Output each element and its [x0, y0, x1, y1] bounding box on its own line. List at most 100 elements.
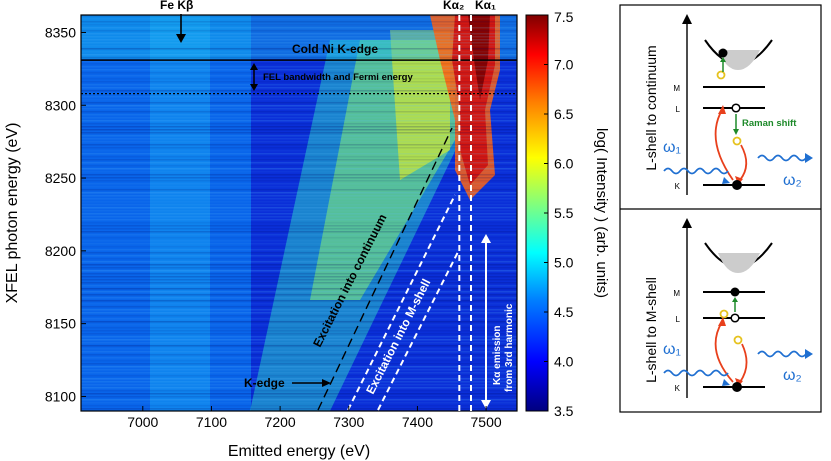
- heatmap-streak: [81, 339, 517, 341]
- heatmap-streak: [81, 381, 517, 383]
- diagram1-emitted-photon: [757, 154, 807, 162]
- diagram1-red-arrow-up: [714, 109, 734, 181]
- diagram2-omega2: ω₂: [783, 367, 802, 384]
- heatmap-streak: [81, 48, 517, 50]
- diagram1-k-electron: [732, 180, 742, 190]
- heatmap-streak: [81, 261, 517, 263]
- harmonic-arrow-down: [481, 400, 491, 409]
- cold-ni-k-edge-label: Cold Ni K-edge: [292, 42, 378, 56]
- heatmap-streak: [81, 402, 517, 404]
- heatmap-streak: [81, 387, 517, 389]
- fe-kbeta-label: Fe Kβ: [160, 0, 193, 12]
- heatmap-streak: [81, 150, 517, 152]
- diagram2-k-electron: [732, 382, 742, 392]
- heatmap-streak: [81, 213, 517, 215]
- colorbar-tick-label: 7.0: [554, 57, 574, 73]
- diagram2-axis-arrow: [682, 218, 692, 228]
- heatmap-streak: [81, 348, 517, 350]
- heatmap-streak: [81, 333, 517, 335]
- diagram2-l-hole: [730, 313, 740, 323]
- x-tick-label: 7500: [471, 414, 502, 430]
- heatmap-streak: [81, 78, 517, 80]
- heatmap-streak: [81, 66, 517, 68]
- heatmap-streak: [81, 141, 517, 143]
- heatmap-streak: [81, 303, 517, 305]
- heatmap-streak: [81, 270, 517, 272]
- heatmap-streak: [81, 132, 517, 134]
- diagram2-emitted-photon: [757, 350, 807, 358]
- heatmap-streak: [81, 318, 517, 320]
- diagram2-incident-photon: [663, 369, 729, 377]
- diagram2-yellow-hole-mid: [733, 335, 743, 345]
- heatmap-streak: [81, 321, 517, 323]
- heatmap-streak: [81, 360, 517, 362]
- heatmap-streak: [81, 102, 517, 104]
- heatmap-streak: [81, 123, 517, 125]
- diagram1-l-hole: [731, 103, 741, 113]
- heatmap-streak: [81, 273, 517, 275]
- heatmap-streak: [81, 15, 517, 17]
- heatmap-streak: [81, 39, 517, 41]
- diagram2-red-arrow-up-head: [718, 317, 726, 326]
- heatmap-streak: [81, 291, 517, 293]
- heatmap-streak: [81, 108, 517, 110]
- heatmap-streak: [81, 375, 517, 377]
- heatmap-streak: [81, 111, 517, 113]
- diagram1-axis-arrow: [682, 14, 692, 24]
- diagram1-omega2: ω₂: [783, 172, 802, 189]
- heatmap-streak: [81, 393, 517, 395]
- k-edge-diagonal-line: [317, 127, 453, 411]
- heatmap-streak: [81, 336, 517, 338]
- fel-arrow-down: [250, 84, 258, 91]
- heatmap-streak: [81, 390, 517, 392]
- heatmap-streak: [81, 30, 517, 32]
- heatmap-streak: [81, 51, 517, 53]
- y-tick-label: 8150: [45, 316, 76, 332]
- heatmap-streak: [81, 285, 517, 287]
- heatmap-streak: [81, 177, 517, 179]
- heatmap-streak: [81, 255, 517, 257]
- heatmap-streak: [81, 351, 517, 353]
- diagram1-green-arrow-down-head: [733, 129, 739, 135]
- heatmap-streaks: [81, 15, 517, 410]
- x-tick-label: 7100: [196, 414, 227, 430]
- diagram1-yellow-hole-top: [716, 70, 726, 80]
- heatmap-streak: [81, 366, 517, 368]
- heatmap-streak: [81, 345, 517, 347]
- diagram2-omega1: ω₁: [663, 341, 681, 358]
- colorbar-tick-label: 4.0: [554, 354, 574, 370]
- heatmap-streak: [81, 186, 517, 188]
- heatmap-streak: [81, 33, 517, 35]
- heatmap-streak: [81, 372, 517, 374]
- heatmap-ka-darkred: [468, 15, 490, 100]
- heatmap-streak: [81, 147, 517, 149]
- x-axis-label: Emitted energy (eV): [228, 443, 370, 460]
- heatmap-streak: [81, 306, 517, 308]
- heatmap-streak: [81, 87, 517, 89]
- diagram2-band-fill: [718, 253, 760, 273]
- heatmap-streak: [81, 405, 517, 407]
- heatmap-streak: [81, 243, 517, 245]
- heatmap-streak: [81, 165, 517, 167]
- heatmap-streak: [81, 231, 517, 233]
- diagram2-title: L-shell to M-shell: [643, 277, 659, 383]
- heatmap-streak: [81, 99, 517, 101]
- diagram2-emitted-photon-head: [805, 349, 813, 359]
- colorbar-tick-label: 3.5: [554, 403, 574, 419]
- heatmap-streak: [81, 300, 517, 302]
- diagram2-green-arrow-up-head: [732, 297, 738, 302]
- heatmap-streak: [81, 396, 517, 398]
- diagram1-omega1: ω₁: [663, 139, 681, 156]
- k-edge-label: K-edge: [244, 376, 285, 390]
- diagram1-incident-photon-head: [722, 177, 730, 184]
- heatmap-streak: [81, 258, 517, 260]
- heatmap-streak: [81, 369, 517, 371]
- heatmap-streak: [81, 81, 517, 83]
- heatmap-streak: [81, 357, 517, 359]
- heatmap-streak: [81, 24, 517, 26]
- diagram1-title: L-shell to continuum: [643, 45, 659, 170]
- heatmap-streak: [81, 237, 517, 239]
- x-axis-ticks: 7000 7100 7200 7300 7400 7500: [127, 406, 502, 430]
- ka-emission-label-line2: from 3rd harmonic: [504, 303, 515, 392]
